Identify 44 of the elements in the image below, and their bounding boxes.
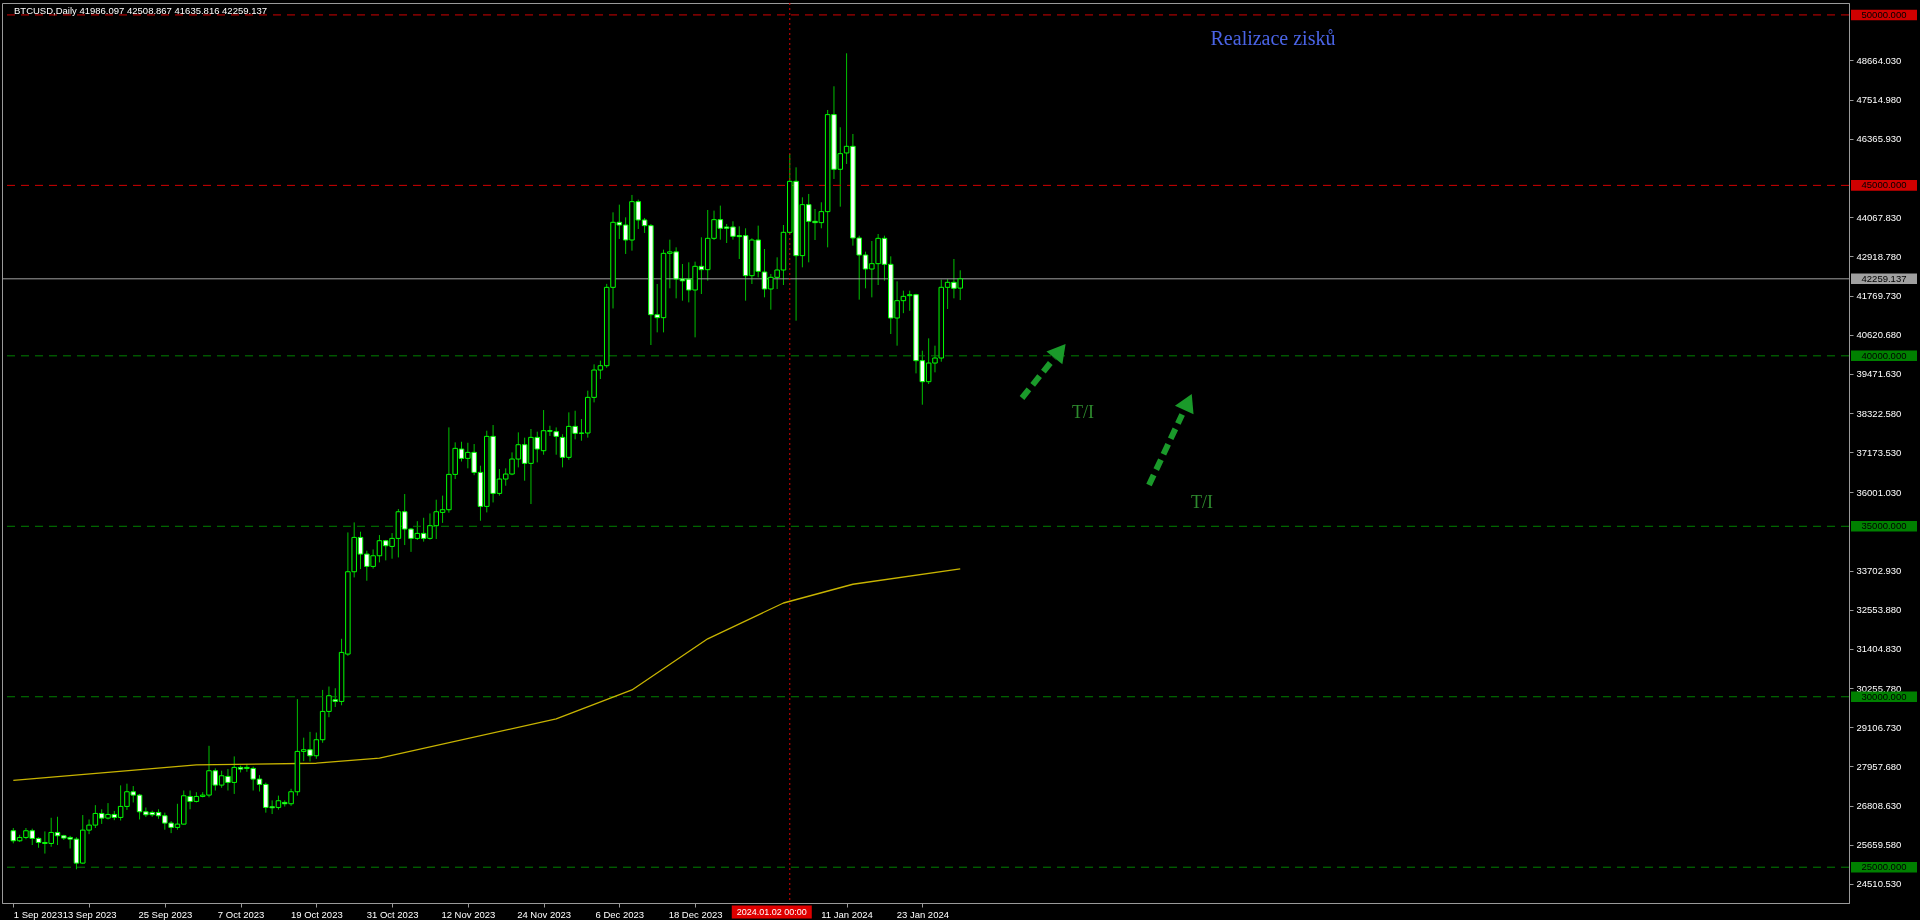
line-series — [12, 568, 961, 781]
y-tick-label: 37173.530 — [1856, 446, 1902, 458]
y-tick-label: 26808.630 — [1856, 800, 1902, 812]
ref-line-label: 40000.000 — [1861, 349, 1907, 361]
y-tick-label: 32553.880 — [1856, 604, 1902, 616]
x-tick-label: 24 Nov 2023 — [517, 908, 572, 920]
chart-title: BTCUSD,Daily 41986.097 42508.867 41635.816 42259.137 — [14, 5, 267, 16]
y-tick-label: 27957.680 — [1856, 760, 1902, 772]
x-tick-label: 11 Jan 2024 — [821, 908, 873, 920]
ref-line-label: 2024.01.02 00:00 — [736, 907, 807, 917]
ref-line-label: 25000.000 — [1861, 861, 1907, 873]
ref-line-label: 45000.000 — [1861, 179, 1907, 191]
y-tick-label: 40620.680 — [1856, 329, 1902, 341]
y-tick-label: 29106.730 — [1856, 721, 1902, 733]
y-tick-label: 42918.780 — [1856, 250, 1902, 262]
ref-line-label: 50000.000 — [1861, 8, 1907, 20]
ref-line-label: 35000.000 — [1861, 520, 1907, 532]
x-tick-label: 6 Dec 2023 — [595, 908, 645, 920]
y-tick-label: 25659.580 — [1856, 839, 1902, 851]
y-tick-label: 24510.530 — [1856, 878, 1902, 890]
y-tick-label: 30255.780 — [1856, 682, 1902, 694]
x-tick-label: 13 Sep 2023 — [62, 908, 117, 920]
x-tick-label: 23 Jan 2024 — [896, 908, 949, 920]
x-tick-label: 18 Dec 2023 — [668, 908, 723, 920]
x-tick-label: 12 Nov 2023 — [441, 908, 496, 920]
x-tick-label: 25 Sep 2023 — [138, 908, 193, 920]
y-tick-label: 33702.930 — [1856, 565, 1902, 577]
x-tick-label: 19 Oct 2023 — [290, 908, 343, 920]
y-tick-label: 44067.830 — [1856, 211, 1902, 223]
y-tick-label: 46365.930 — [1856, 133, 1902, 145]
x-tick-label: 31 Oct 2023 — [366, 908, 419, 920]
x-tick-label: 7 Oct 2023 — [217, 908, 265, 920]
annotation: T/I — [1191, 492, 1213, 512]
y-tick-label: 41769.730 — [1856, 290, 1902, 302]
x-tick-label: 1 Sep 2023 — [13, 908, 63, 920]
y-tick-label: 47514.980 — [1856, 94, 1902, 106]
y-tick-label: 39471.630 — [1856, 368, 1902, 380]
ref-line-label: 42259.137 — [1861, 272, 1907, 284]
y-tick-label: 36001.030 — [1856, 486, 1902, 498]
annotation: T/I — [1072, 402, 1094, 422]
y-tick-label: 31404.830 — [1856, 643, 1902, 655]
y-tick-label: 48664.030 — [1856, 54, 1902, 66]
annotation: Realizace zisků — [1210, 27, 1336, 49]
y-tick-label: 38322.580 — [1856, 407, 1902, 419]
